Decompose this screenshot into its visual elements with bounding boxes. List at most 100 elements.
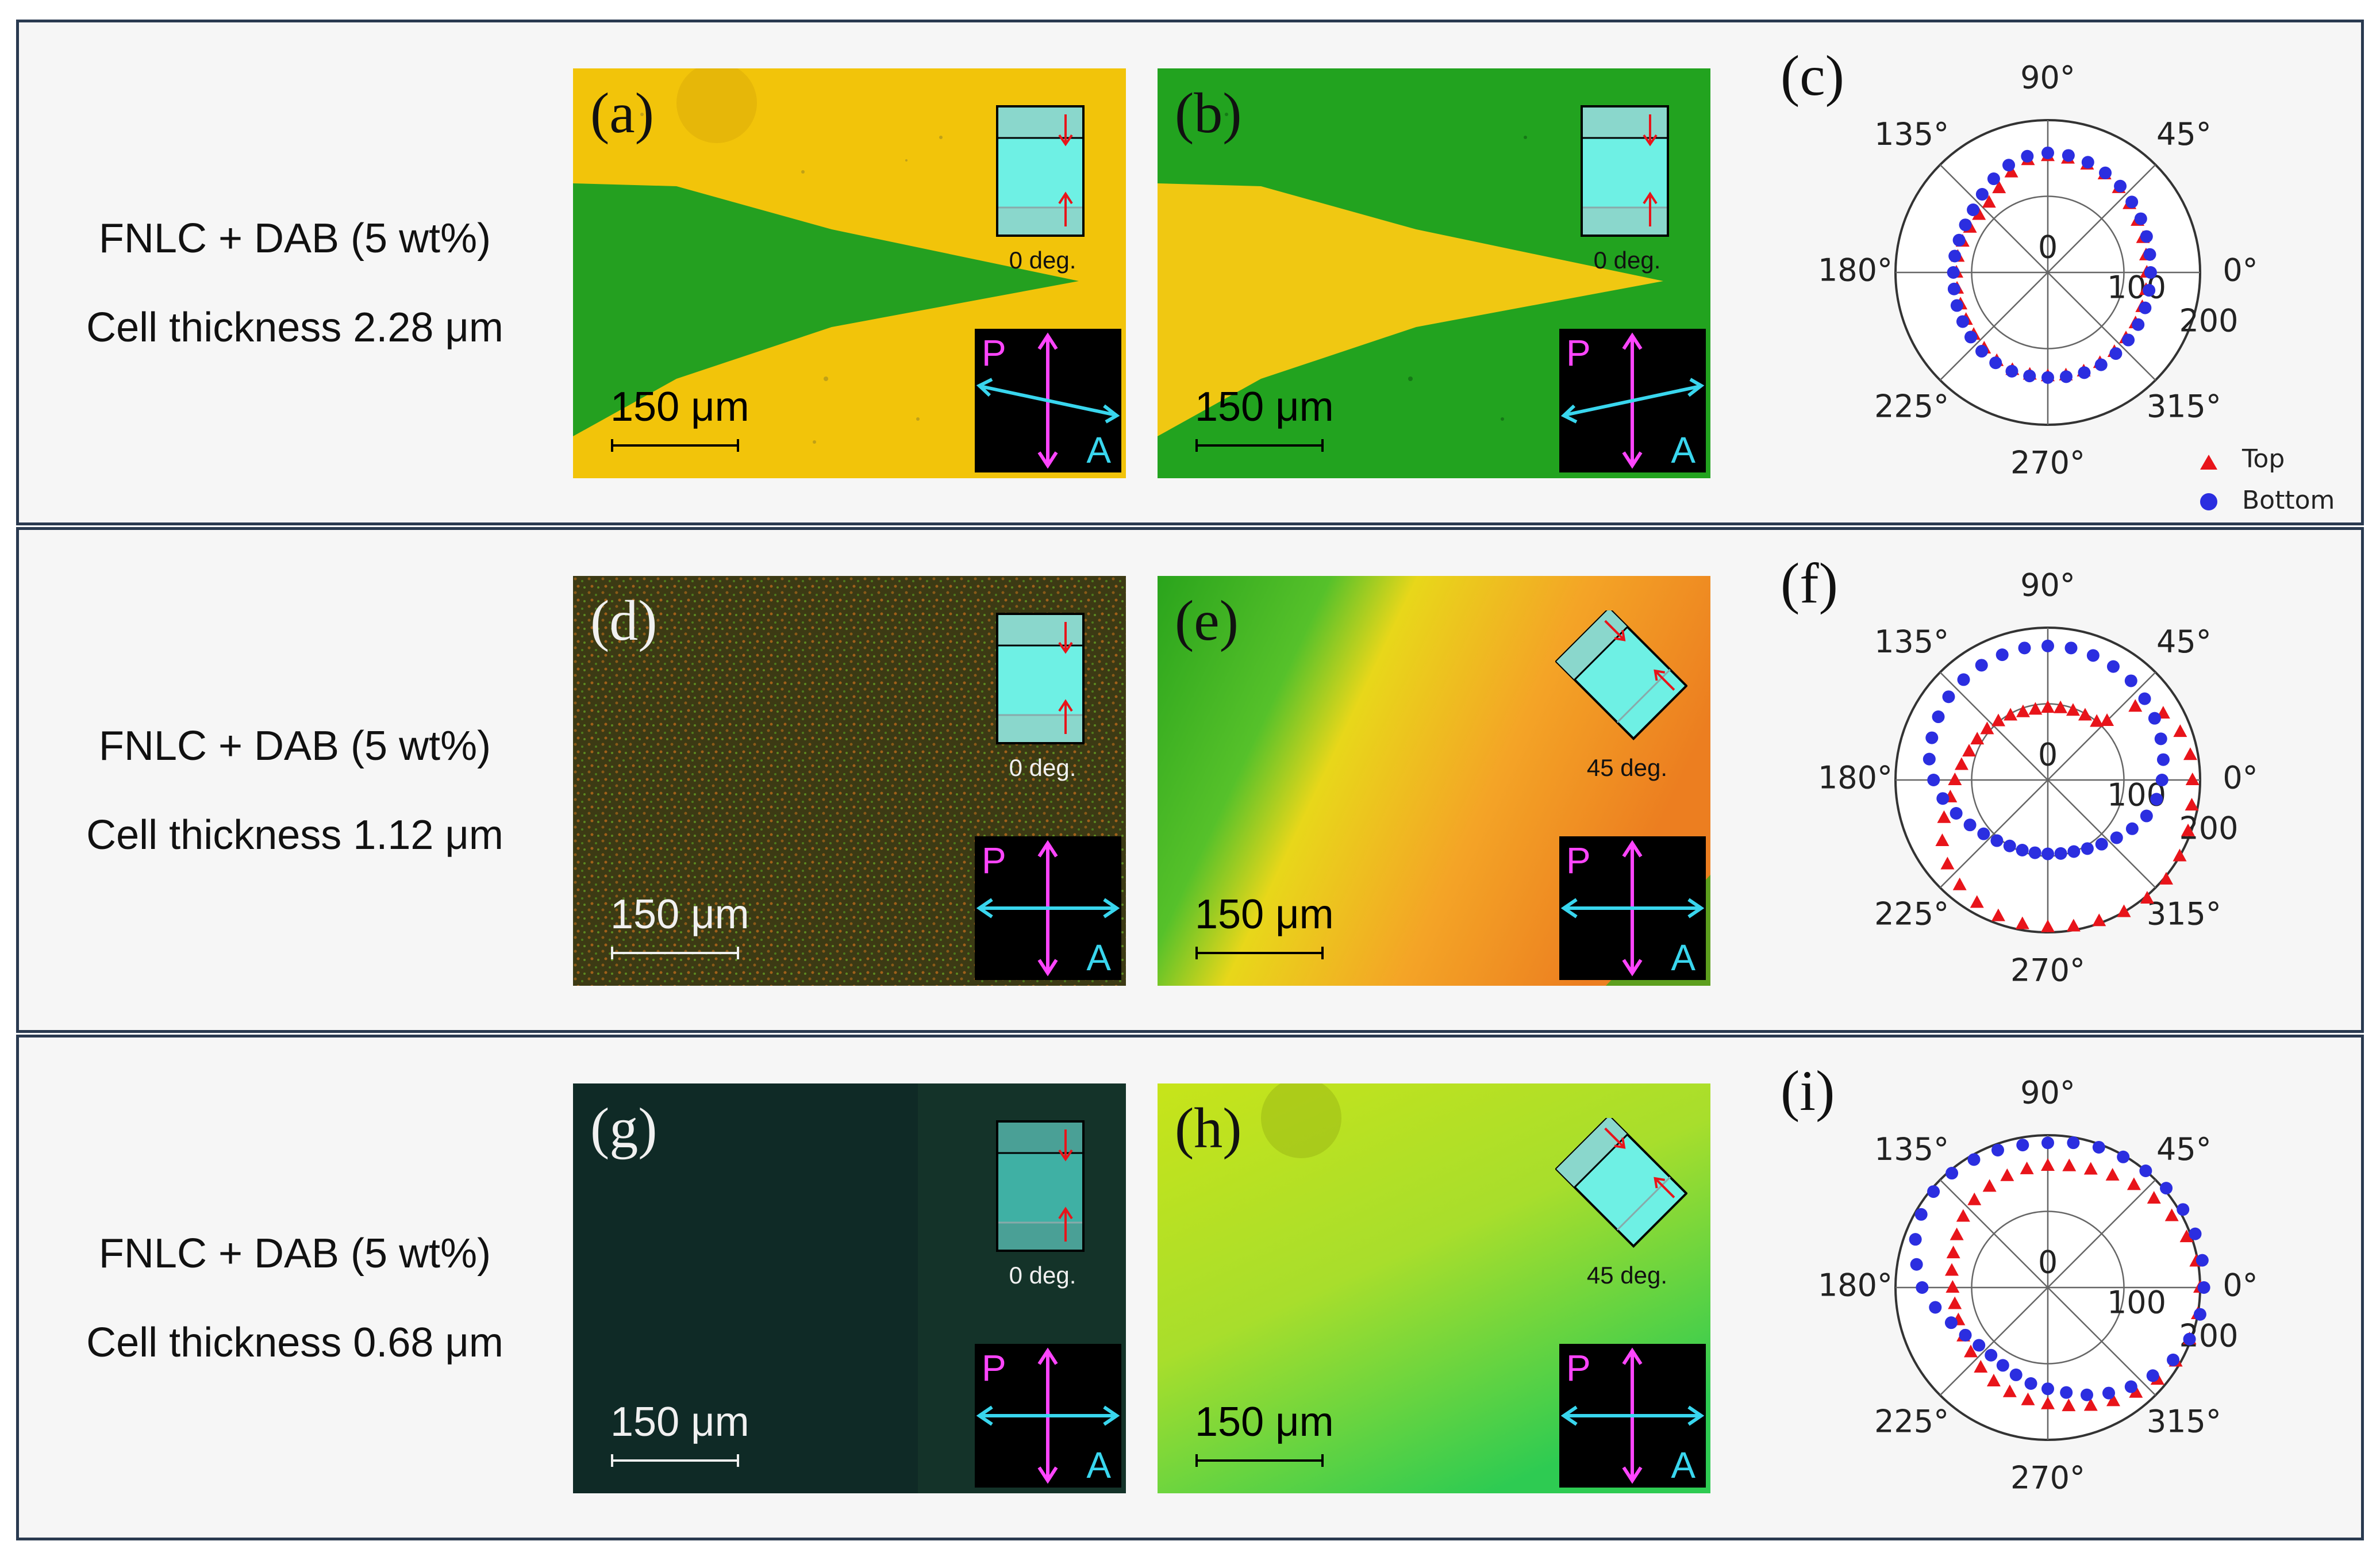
micrograph-d: (d) 0 deg. 150 μm P A [573,576,1126,986]
legend-label-bottom: Bottom [2242,486,2335,515]
angle-tick-label: 180° [1818,760,1893,796]
caption-material: FNLC + DAB (5 wt%) [98,1231,491,1277]
data-point-top [2179,1229,2194,1243]
data-point-top [2000,1168,2014,1181]
polarizer-analyzer-indicator: P A [975,1344,1121,1488]
data-point-top [1948,1296,1962,1309]
polar-spoke [1939,1287,2048,1396]
data-point-top [2041,1158,2055,1171]
polar-spoke [1939,1179,2048,1288]
data-point-top [1970,895,1984,908]
angle-tick-label: 315° [2147,1404,2221,1440]
data-point-bottom [2064,641,2078,655]
data-point-bottom [2067,845,2081,858]
angle-tick-label: 135° [1874,624,1949,660]
polarizer-label: P [1566,840,1591,881]
data-point-bottom [1929,1301,1942,1314]
radial-tick-label: 100 [2107,270,2166,306]
data-point-bottom [2092,1140,2105,1154]
radial-tick-label: 0 [2038,1244,2058,1281]
data-point-top [1950,1227,1964,1240]
angle-tick-label: 0° [2223,760,2258,796]
data-point-bottom [2183,1332,2196,1346]
polar-plot-svg: 0° 45° 90° 135° 180° 225° 270° 315° 0 100 200 Top Bo… [1818,60,2335,515]
data-point-top [2140,891,2154,904]
data-point-bottom [2139,1164,2152,1177]
data-point-bottom [1909,1233,1922,1246]
data-point-top [1935,833,1950,846]
data-point-bottom [2009,1368,2023,1381]
polarizer-label: P [1566,1347,1591,1389]
scale-bar-label: 150 μm [610,384,749,430]
radial-tick-label: 0 [2038,229,2058,266]
data-point-bottom [2114,179,2127,193]
data-point-bottom [1944,1316,1958,1329]
data-point-bottom [1950,807,1963,820]
data-point-top [2041,1396,2055,1409]
data-point-top [2020,1161,2034,1174]
data-point-bottom [2124,1380,2137,1393]
polarizer-label: P [1566,332,1591,374]
data-point-bottom [1927,1185,1940,1198]
data-point-top [1991,908,2005,921]
polar-plot-i: 0° 45° 90° 135° 180° 225° 270° 315° 0 100 200 (i) [1737,1037,2364,1538]
data-point-top [1982,1179,1997,1192]
data-point-bottom [2125,195,2139,209]
data-point-bottom [1925,731,1939,744]
data-point-top [2054,700,2068,713]
data-point-top [2062,1158,2077,1171]
polarizer-analyzer-indicator: P A [1559,329,1706,472]
data-point-top [1986,1373,2001,1386]
data-point-bottom [1977,827,1990,840]
micrograph-a: (a) 0 deg. 150 μm P A [573,68,1126,478]
panel-label: (a) [590,81,654,145]
data-point-top [2004,164,2018,178]
data-point-bottom [2122,333,2135,347]
angle-tick-label: 270° [2010,952,2085,989]
inset-angle: 45 deg. [1586,1262,1668,1289]
data-point-top [2117,904,2131,917]
data-point-top [2173,724,2187,737]
polar-spoke [1939,779,2048,889]
polar-spoke [1939,272,2048,381]
angle-tick-label: 180° [1818,1267,1893,1304]
data-point-bottom [2193,1308,2206,1321]
data-point-bottom [1975,187,1989,201]
angle-tick-label: 45° [2156,116,2212,152]
radial-tick-label: 0 [2038,737,2058,773]
data-point-top [2127,1177,2141,1190]
data-point-bottom [1959,1328,1972,1342]
data-point-bottom [2018,641,2031,655]
angle-tick-label: 225° [1874,1404,1949,1440]
data-point-top [2016,704,2030,717]
angle-tick-label: 225° [1874,389,1949,425]
data-point-bottom [1973,1339,1986,1352]
figure-row-1: FNLC + DAB (5 wt%) Cell thickness 2.28 μ… [16,20,2364,525]
scale-bar-label: 150 μm [1195,891,1334,937]
data-point-bottom [1990,834,2004,847]
data-point-bottom [1914,1208,1928,1221]
angle-tick-label: 270° [2010,1460,2085,1496]
data-point-top [2028,702,2043,715]
scale-bar-label: 150 μm [610,1399,749,1445]
angle-tick-label: 45° [2156,1131,2212,1167]
data-point-bottom [2109,347,2123,360]
angle-tick-label: 90° [2020,60,2075,96]
panel-label: (e) [1175,589,1239,652]
data-point-top [1952,877,1967,890]
data-point-bottom [2081,156,2094,169]
data-point-bottom [2132,318,2145,331]
cell-orientation-inset: 0 deg. [994,103,1091,274]
data-point-top [2185,773,2200,785]
data-point-bottom [2041,1382,2054,1396]
data-point-top [1956,1209,1970,1222]
data-point-bottom [2054,847,2067,860]
caption-material: FNLC + DAB (5 wt%) [98,723,491,769]
caption-material: FNLC + DAB (5 wt%) [98,216,491,262]
data-point-bottom [2197,1281,2210,1294]
data-point-bottom [1989,356,2002,370]
data-point-bottom [1910,1258,1923,1271]
cell-orientation-inset-rotated: 45 deg. [1555,1118,1687,1289]
polarizer-analyzer-indicator: P A [975,329,1121,472]
data-point-top [2066,919,2081,932]
